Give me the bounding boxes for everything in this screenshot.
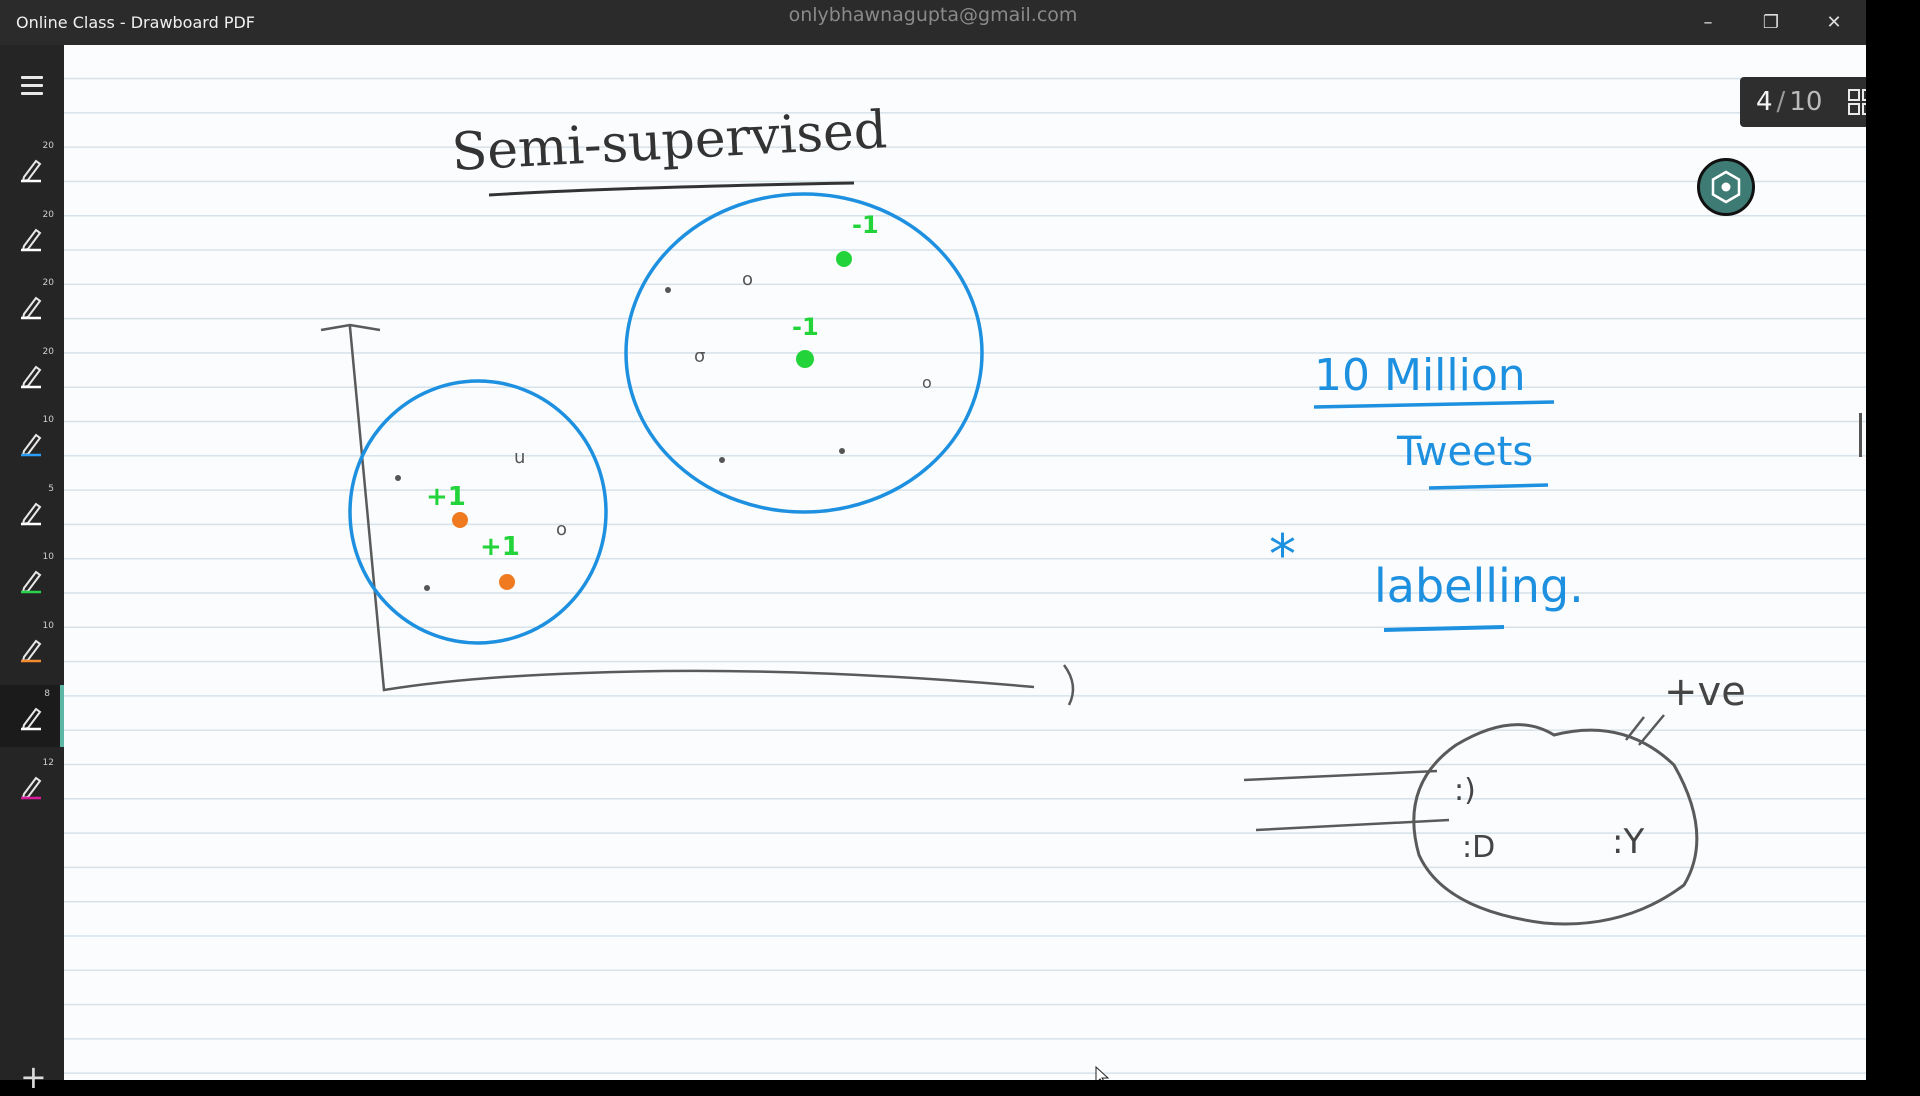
page-counter[interactable]: 4 / 10: [1740, 77, 1866, 127]
plus-label: +1: [480, 532, 520, 562]
cluster-circle-small: [348, 379, 608, 645]
pointer-lines-stroke: [1625, 714, 1665, 746]
pen-icon: [21, 776, 42, 799]
page-current: 4: [1756, 87, 1773, 117]
restore-button[interactable]: ❐: [1762, 12, 1780, 33]
labeled-point-green: [796, 350, 814, 368]
unlabeled-point: [719, 457, 725, 463]
unlabeled-point: [839, 448, 845, 454]
handwriting-layer: Semi-supervised u o +1 +1 o σ o -1 -1 10…: [320, 100, 1746, 1080]
hamburger-menu-button[interactable]: [14, 69, 50, 101]
title-ink: Semi-supervised: [450, 100, 888, 183]
pen-icon: [21, 707, 42, 731]
vertical-scrollbar[interactable]: [1859, 413, 1862, 457]
note-10-million: 10 Million: [1314, 350, 1526, 401]
screen-edge: [1866, 0, 1920, 1080]
unlabeled-point: o: [556, 519, 567, 540]
pen-icon: [21, 159, 42, 183]
labeled-point-orange: [499, 574, 515, 590]
page-total: 10: [1789, 87, 1823, 117]
sentiment-blob-stroke: [1412, 723, 1699, 926]
pen-icon: [21, 502, 42, 525]
grid-view-icon[interactable]: [1848, 89, 1866, 115]
add-tool-button[interactable]: +: [20, 1058, 47, 1096]
pen-size-label: 8: [44, 689, 50, 699]
pen-tool-2[interactable]: 20: [0, 206, 64, 268]
pen-icon: [21, 365, 42, 388]
close-button[interactable]: ✕: [1826, 12, 1842, 33]
pen-tool-5[interactable]: 10: [0, 411, 64, 473]
hamburger-icon-bar: [21, 75, 43, 79]
pen-icon: [21, 433, 42, 457]
pen-tool-1[interactable]: 20: [0, 137, 64, 199]
axes-stroke: [320, 323, 1035, 692]
cluster-circle-large: [624, 192, 984, 514]
pen-size-label: 10: [42, 620, 54, 631]
note-labelling: labelling.: [1374, 559, 1584, 613]
plus-label: +1: [426, 482, 466, 512]
pen-tool-10[interactable]: 12: [0, 754, 64, 816]
labeled-point-orange: [452, 512, 468, 528]
note-underline-stroke: [1313, 400, 1555, 409]
pen-size-label: 10: [42, 552, 54, 562]
hamburger-icon-bar: [21, 91, 43, 95]
axis-tick-stroke: [1062, 664, 1075, 706]
mouse-cursor-icon: [1095, 1065, 1110, 1080]
unlabeled-point: σ: [694, 346, 705, 367]
note-underline-stroke: [1428, 483, 1549, 490]
app-title: Online Class - Drawboard PDF: [16, 13, 255, 32]
minimize-button[interactable]: –: [1703, 12, 1713, 33]
hamburger-icon-bar: [21, 83, 43, 87]
tool-sidebar: 20 20 20 20 10 5 10 10 8 12 +: [0, 45, 64, 1093]
account-email: onlybhawnagupta@gmail.com: [788, 4, 1078, 26]
pen-icon: [21, 570, 42, 594]
pen-icon: [21, 228, 42, 251]
unlabeled-point: [665, 287, 671, 293]
emoticon: :D: [1462, 830, 1495, 865]
pen-tool-7[interactable]: 10: [0, 548, 64, 610]
pdf-page-canvas[interactable]: Semi-supervised u o +1 +1 o σ o -1 -1 10…: [64, 45, 1866, 1080]
minus-label: -1: [792, 313, 819, 341]
unlabeled-point: u: [514, 447, 525, 468]
note-bullet: *: [1269, 523, 1296, 586]
pen-tool-9[interactable]: 8: [0, 685, 64, 747]
pen-tool-6[interactable]: 5: [0, 480, 64, 542]
pen-size-label: 5: [48, 483, 54, 494]
note-underline-stroke: [1383, 625, 1505, 632]
pen-size-label: 10: [42, 415, 54, 425]
note-tweets: Tweets: [1396, 429, 1533, 475]
pen-icon: [21, 639, 42, 662]
emoticon: :Y: [1612, 822, 1644, 862]
tone-label: +ve: [1664, 669, 1746, 715]
pen-size-label: 20: [42, 278, 54, 288]
unlabeled-point: [424, 585, 430, 591]
radial-menu-button[interactable]: [1697, 158, 1755, 216]
title-underline-stroke: [488, 181, 855, 197]
pen-size-label: 12: [42, 757, 54, 768]
unlabeled-point: o: [742, 269, 753, 290]
pen-size-label: 20: [42, 141, 54, 151]
hexagon-icon: [1711, 170, 1741, 204]
pen-size-label: 20: [42, 346, 54, 357]
pen-tool-8[interactable]: 10: [0, 617, 64, 679]
input-lines-stroke: [1243, 769, 1450, 832]
unlabeled-point: [395, 475, 401, 481]
minus-label: -1: [852, 211, 879, 239]
unlabeled-point: o: [922, 373, 932, 392]
title-bar: Online Class - Drawboard PDF onlybhawnag…: [0, 0, 1866, 45]
pen-icon: [21, 296, 42, 320]
pen-tool-4[interactable]: 20: [0, 343, 64, 405]
pen-tool-3[interactable]: 20: [0, 274, 64, 336]
pen-size-label: 20: [42, 209, 54, 220]
page-separator: /: [1776, 87, 1786, 117]
labeled-point-green: [836, 251, 852, 267]
emoticon: :): [1454, 773, 1476, 808]
